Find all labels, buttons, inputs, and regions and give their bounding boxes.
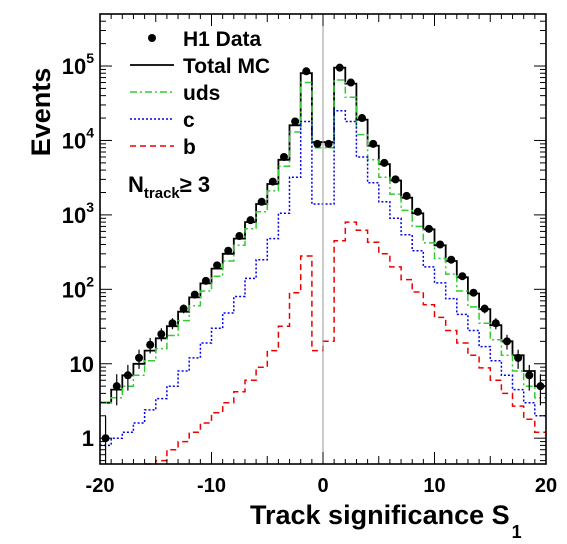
y-tick-label: 1 xyxy=(82,426,94,451)
legend-entry: c xyxy=(130,109,195,132)
data-point xyxy=(458,272,467,281)
legend-entry: Total MC xyxy=(130,55,270,78)
data-point xyxy=(447,255,456,264)
legend-entry: uds xyxy=(130,82,220,105)
data-point xyxy=(135,349,144,369)
data-point xyxy=(491,318,500,330)
x-tick-label: -20 xyxy=(86,475,115,497)
y-tick-label: 104 xyxy=(62,124,94,153)
data-point xyxy=(502,334,511,350)
legend-entry: H1 Data xyxy=(148,28,262,51)
data-point xyxy=(313,139,322,148)
data-point xyxy=(268,177,277,186)
y-tick-label: 102 xyxy=(62,273,94,302)
data-point xyxy=(424,224,433,233)
data-point xyxy=(391,175,400,184)
annotation-rest: ≥ 3 xyxy=(180,172,210,197)
series-b xyxy=(144,221,546,465)
legend-entry: b xyxy=(130,136,196,159)
data-point xyxy=(480,304,489,314)
data-point xyxy=(179,304,188,314)
data-point xyxy=(190,290,199,299)
legend-marker xyxy=(148,34,156,42)
data-point xyxy=(235,232,244,241)
data-point xyxy=(291,117,300,126)
data-point xyxy=(469,288,478,297)
x-axis-label-text: Track significance S xyxy=(250,500,510,530)
data-point xyxy=(402,191,411,200)
x-axis-label: Track significance S1 xyxy=(250,500,522,542)
data-point xyxy=(369,139,378,148)
data-point xyxy=(525,364,534,391)
data-point xyxy=(380,158,389,167)
legend-label: uds xyxy=(183,82,220,105)
data-point xyxy=(346,78,355,87)
data-point xyxy=(213,261,222,270)
data-point xyxy=(335,63,344,72)
y-tick-label: 10 xyxy=(70,352,94,377)
x-axis-label-sub: 1 xyxy=(512,522,522,542)
data-point xyxy=(324,139,333,148)
data-point xyxy=(514,349,523,369)
data-point xyxy=(112,374,121,406)
data-point xyxy=(224,246,233,255)
x-tick-label: 10 xyxy=(423,475,445,497)
series-uds xyxy=(100,79,546,404)
y-tick-label: 103 xyxy=(62,199,94,228)
y-tick-label: 105 xyxy=(62,50,94,79)
legend: H1 Data Total MC uds cb xyxy=(130,28,270,159)
annotation-sub: track xyxy=(144,185,181,202)
annotation-main: N xyxy=(128,172,144,197)
data-point xyxy=(413,207,422,216)
data-point xyxy=(123,364,132,391)
annotation: Ntrack≥ 3 xyxy=(128,172,210,202)
y-axis-label: Events xyxy=(26,68,56,157)
data-point xyxy=(246,216,255,225)
data-point xyxy=(201,276,210,285)
data-point xyxy=(257,197,266,206)
legend-label: H1 Data xyxy=(183,28,262,51)
legend-label: Total MC xyxy=(183,55,270,78)
data-point xyxy=(279,152,288,161)
legend-label: c xyxy=(183,109,195,132)
ticks-layer: -20 -10 0 10 20 1 10 102 103 104 105 xyxy=(62,13,557,497)
data-point xyxy=(358,114,367,123)
x-tick-label: 20 xyxy=(535,475,557,497)
data-points-layer xyxy=(101,63,545,464)
data-point xyxy=(146,337,155,354)
data-point xyxy=(436,240,445,249)
x-tick-label: -10 xyxy=(197,475,226,497)
data-point xyxy=(168,318,177,330)
x-tick-label: 0 xyxy=(317,475,328,497)
legend-label: b xyxy=(183,136,196,159)
data-point xyxy=(302,67,311,76)
data-point xyxy=(157,328,166,342)
